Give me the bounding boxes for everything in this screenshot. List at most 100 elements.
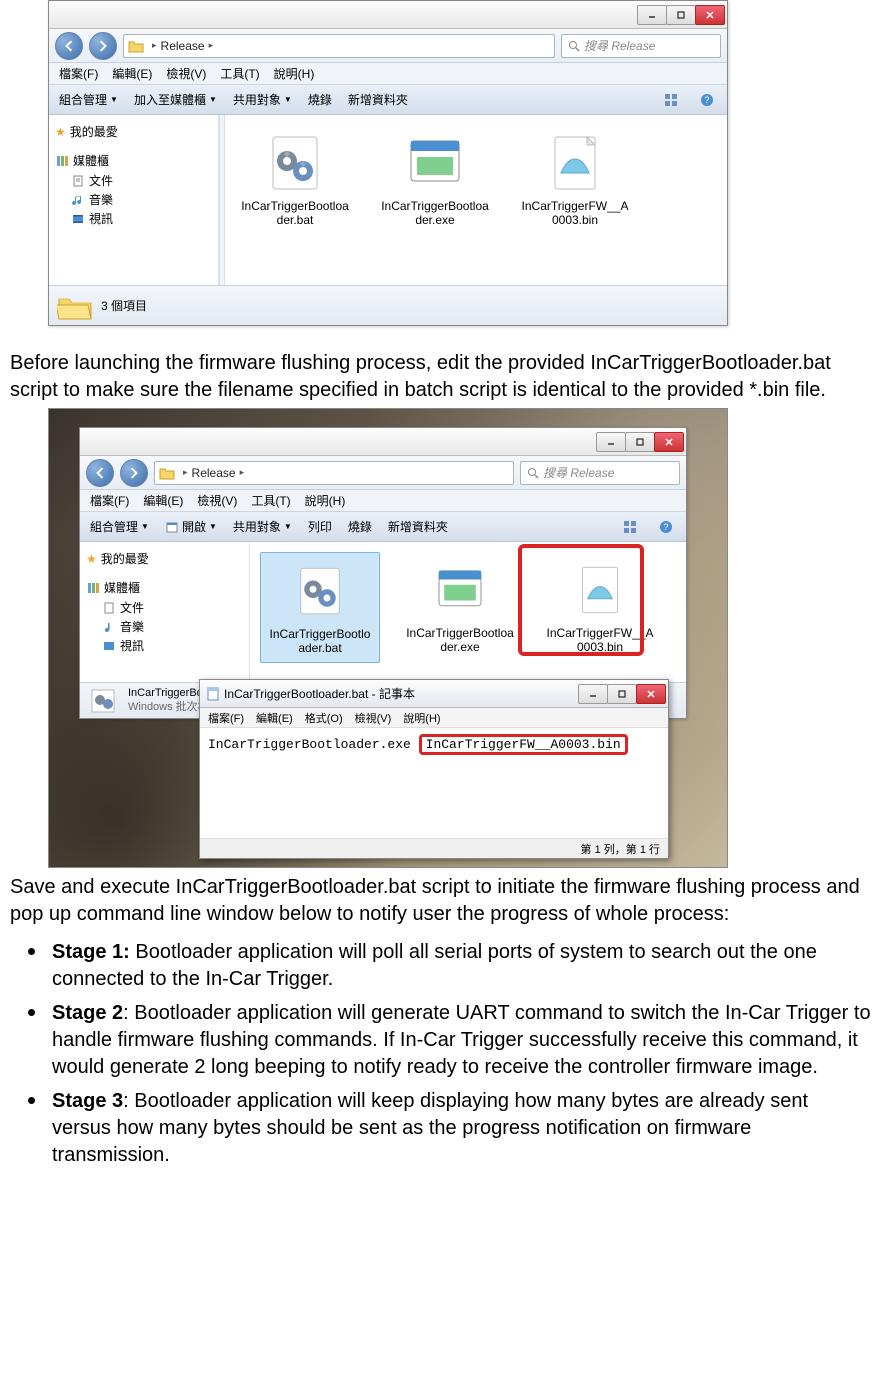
- toolbar-add-to-library[interactable]: 加入至媒體櫃▼: [134, 91, 217, 108]
- address-bar[interactable]: ▸ Release ▸: [154, 461, 514, 485]
- toolbar-organize[interactable]: 組合管理▼: [59, 91, 118, 108]
- stage-2: Stage 2: Bootloader application will gen…: [48, 997, 872, 1081]
- toolbar-new-folder[interactable]: 新增資料夾: [348, 91, 408, 108]
- dropdown-icon: ▼: [110, 95, 118, 104]
- menu-tools[interactable]: 工具(T): [251, 492, 290, 509]
- status-text: 3 個項目: [101, 297, 147, 314]
- menu-edit[interactable]: 編輯(E): [143, 492, 183, 509]
- video-icon: [71, 212, 85, 226]
- np-menu-view[interactable]: 檢視(V): [355, 710, 392, 726]
- maximize-button[interactable]: [625, 432, 655, 452]
- file-bin[interactable]: InCarTriggerFW__A0003.bin: [515, 125, 635, 234]
- sidebar-favorites-label: 我的最愛: [101, 550, 149, 567]
- minimize-button[interactable]: [578, 684, 608, 704]
- notepad-window: InCarTriggerBootloader.bat - 記事本 檔案(F) 編…: [199, 679, 669, 859]
- file-bin[interactable]: InCarTriggerFW__A0003.bin: [540, 552, 660, 661]
- file-bat-label: InCarTriggerBootloader.bat: [241, 199, 349, 228]
- file-bat-label: InCarTriggerBootloader.bat: [267, 627, 373, 656]
- libraries-icon: [55, 154, 69, 168]
- close-button[interactable]: [636, 684, 666, 704]
- menu-view[interactable]: 檢視(V): [197, 492, 237, 509]
- search-placeholder: 搜尋 Release: [584, 37, 655, 54]
- menu-file[interactable]: 檔案(F): [59, 65, 98, 82]
- toolbar-print-label: 列印: [308, 518, 332, 535]
- toolbar: 組合管理▼ 加入至媒體櫃▼ 共用對象▼ 燒錄 新增資料夾 ?: [49, 85, 727, 115]
- sidebar: ★ 我的最愛 媒體櫃 文件 音樂: [49, 115, 219, 285]
- sidebar-favorites[interactable]: ★ 我的最愛: [53, 121, 214, 142]
- notepad-body[interactable]: InCarTriggerBootloader.exe InCarTriggerF…: [200, 728, 668, 838]
- sidebar-libraries[interactable]: 媒體櫃: [53, 150, 214, 171]
- toolbar-new-folder[interactable]: 新增資料夾: [388, 518, 448, 535]
- minimize-button[interactable]: [596, 432, 626, 452]
- stage-1-text: Bootloader application will poll all ser…: [52, 941, 817, 990]
- toolbar-share-with[interactable]: 共用對象▼: [233, 91, 292, 108]
- back-button[interactable]: [86, 459, 114, 487]
- sidebar-libraries[interactable]: 媒體櫃: [84, 577, 245, 598]
- stage-3-sep: :: [123, 1090, 134, 1112]
- notepad-title: InCarTriggerBootloader.bat - 記事本: [224, 685, 415, 702]
- toolbar-burn[interactable]: 燒錄: [308, 91, 332, 108]
- close-button[interactable]: [695, 5, 725, 25]
- forward-button[interactable]: [89, 32, 117, 60]
- view-mode-button[interactable]: [620, 517, 640, 537]
- minimize-button[interactable]: [637, 5, 667, 25]
- sidebar-item-music[interactable]: 音樂: [84, 617, 245, 636]
- notepad-menubar: 檔案(F) 編輯(E) 格式(O) 檢視(V) 說明(H): [200, 708, 668, 728]
- toolbar-share-label: 共用對象: [233, 91, 281, 108]
- sidebar-item-videos[interactable]: 視訊: [84, 636, 245, 655]
- notepad-text-highlighted: InCarTriggerFW__A0003.bin: [419, 734, 628, 755]
- stage-3: Stage 3: Bootloader application will kee…: [48, 1085, 872, 1169]
- toolbar-burn[interactable]: 燒錄: [348, 518, 372, 535]
- toolbar-share-with[interactable]: 共用對象▼: [233, 518, 292, 535]
- back-button[interactable]: [55, 32, 83, 60]
- bat-file-icon: [292, 563, 348, 619]
- menu-tools[interactable]: 工具(T): [220, 65, 259, 82]
- menu-edit[interactable]: 編輯(E): [112, 65, 152, 82]
- file-exe[interactable]: InCarTriggerBootloader.exe: [375, 125, 495, 234]
- toolbar-organize[interactable]: 組合管理▼: [90, 518, 149, 535]
- sidebar-item-music[interactable]: 音樂: [53, 190, 214, 209]
- help-button[interactable]: ?: [697, 90, 717, 110]
- breadcrumb-current[interactable]: Release: [192, 466, 236, 480]
- file-bat-selected[interactable]: InCarTriggerBootloader.bat: [260, 552, 380, 663]
- breadcrumb-current[interactable]: Release: [161, 39, 205, 53]
- sidebar: ★ 我的最愛 媒體櫃 文件 音樂: [80, 542, 250, 682]
- close-button[interactable]: [654, 432, 684, 452]
- forward-button[interactable]: [120, 459, 148, 487]
- np-menu-format[interactable]: 格式(O): [305, 710, 343, 726]
- np-menu-file[interactable]: 檔案(F): [208, 710, 244, 726]
- stage-3-label: Stage 3: [52, 1090, 123, 1112]
- menu-help[interactable]: 說明(H): [274, 65, 315, 82]
- toolbar-organize-label: 組合管理: [59, 91, 107, 108]
- np-menu-edit[interactable]: 編輯(E): [256, 710, 293, 726]
- breadcrumb-dropdown-icon[interactable]: ▸: [209, 40, 214, 51]
- notepad-titlebar: InCarTriggerBootloader.bat - 記事本: [200, 680, 668, 708]
- file-exe[interactable]: InCarTriggerBootloader.exe: [400, 552, 520, 661]
- search-box[interactable]: 搜尋 Release: [561, 34, 721, 58]
- svg-text:?: ?: [663, 522, 668, 532]
- search-box[interactable]: 搜尋 Release: [520, 461, 680, 485]
- help-button[interactable]: ?: [656, 517, 676, 537]
- sidebar-libraries-label: 媒體櫃: [104, 579, 140, 596]
- np-menu-help[interactable]: 說明(H): [403, 710, 440, 726]
- menu-file[interactable]: 檔案(F): [90, 492, 129, 509]
- sidebar-item-documents[interactable]: 文件: [53, 171, 214, 190]
- toolbar-print[interactable]: 列印: [308, 518, 332, 535]
- statusbar: 3 個項目: [49, 285, 727, 325]
- maximize-button[interactable]: [666, 5, 696, 25]
- maximize-button[interactable]: [607, 684, 637, 704]
- menu-view[interactable]: 檢視(V): [166, 65, 206, 82]
- toolbar-open[interactable]: 開啟▼: [165, 518, 217, 535]
- address-bar[interactable]: ▸ Release ▸: [123, 34, 555, 58]
- sidebar-favorites[interactable]: ★ 我的最愛: [84, 548, 245, 569]
- menu-help[interactable]: 說明(H): [305, 492, 346, 509]
- sidebar-item-videos[interactable]: 視訊: [53, 209, 214, 228]
- view-mode-button[interactable]: [661, 90, 681, 110]
- file-pane: InCarTriggerBootloader.bat InCarTriggerB…: [225, 115, 727, 285]
- toolbar: 組合管理▼ 開啟▼ 共用對象▼ 列印 燒錄 新增資料夾 ?: [80, 512, 686, 542]
- file-bat[interactable]: InCarTriggerBootloader.bat: [235, 125, 355, 234]
- file-pane: InCarTriggerBootloader.bat InCarTriggerB…: [250, 542, 686, 682]
- video-icon: [102, 639, 116, 653]
- sidebar-item-documents[interactable]: 文件: [84, 598, 245, 617]
- breadcrumb-dropdown-icon[interactable]: ▸: [240, 467, 245, 478]
